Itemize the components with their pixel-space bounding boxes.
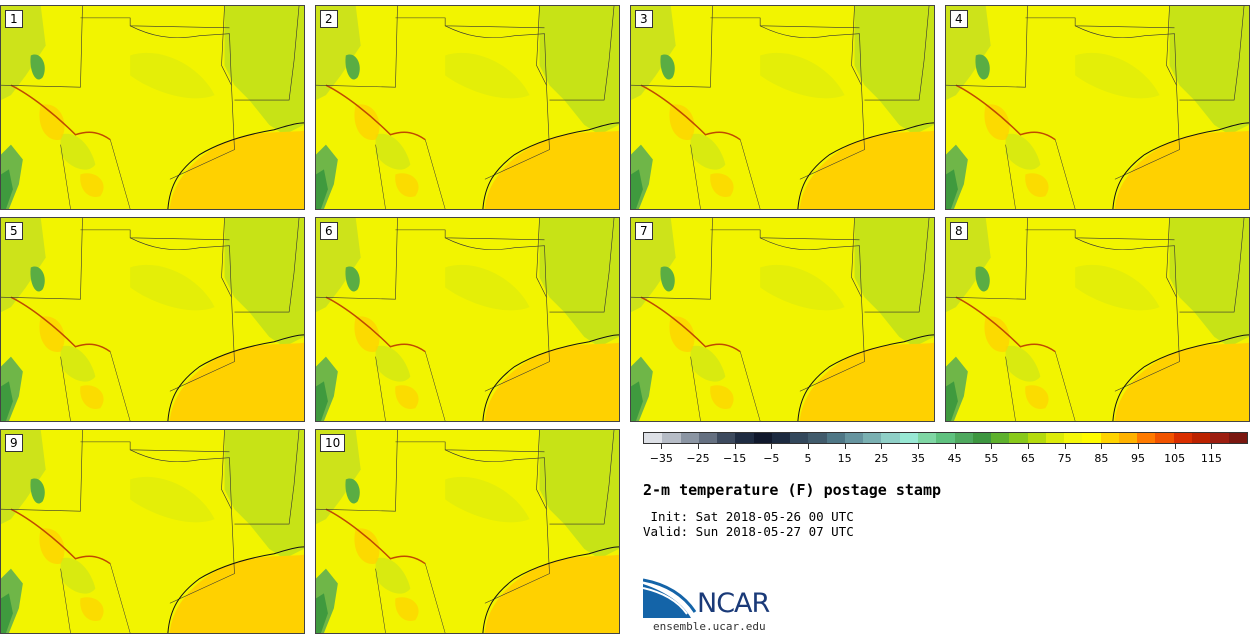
colorbar-tick-label: 5 [804,452,812,465]
member-number-label: 5 [5,222,23,240]
colorbar-tick [1174,444,1176,449]
member-number-label: 6 [320,222,338,240]
colorbar-segment [1045,433,1065,443]
colorbar-segment [753,433,772,443]
colorbar-tick [698,444,699,449]
colorbar-segment [1155,433,1174,443]
ensemble-member-panel: 8 [945,217,1250,422]
ensemble-member-panel: 5 [0,217,305,422]
colorbar-tick [661,444,663,449]
member-number-label: 7 [635,222,653,240]
colorbar-tick [771,444,773,449]
colorbar-tick-label: −35 [649,452,673,465]
colorbar-segment [1082,433,1101,443]
ensemble-member-panel: 4 [945,5,1250,210]
colorbar-tick-label: 85 [1094,452,1109,465]
colorbar-tick [954,444,956,449]
colorbar-segment [662,433,681,443]
colorbar-tick [734,444,736,449]
colorbar-tick-label: 35 [911,452,925,465]
colorbar-segment [1210,433,1229,443]
colorbar-tick [1064,444,1066,449]
colorbar-segment [717,433,736,443]
map-title: 2-m temperature (F) postage stamp [643,481,942,499]
colorbar-segment [790,433,809,443]
colorbar-tick-label: −25 [686,452,710,465]
colorbar-segment [1191,433,1211,443]
colorbar-segment [1027,433,1046,443]
colorbar-tick-label: 65 [1021,452,1035,465]
ensemble-member-panel: 7 [630,217,935,422]
member-number-label: 1 [5,10,23,28]
colorbar-tick [1101,444,1103,449]
colorbar-tick-label: 45 [947,452,962,465]
colorbar-tick-label: −15 [723,452,747,465]
colorbar-segment [844,433,864,443]
colorbar-segment [954,433,973,443]
colorbar-tick [881,444,883,449]
member-number-label: 4 [950,10,968,28]
ensemble-member-panel: 3 [630,5,935,210]
member-number-label: 2 [320,10,338,28]
ensemble-member-panel: 6 [315,217,620,422]
colorbar-segment [1173,433,1192,443]
colorbar-tick [1028,444,1029,449]
colorbar-segment [735,433,754,443]
member-number-label: 10 [320,434,346,452]
colorbar-segment [1064,433,1083,443]
colorbar-tick [918,444,919,449]
colorbar-segment [899,433,918,443]
colorbar-tick-label: 115 [1200,452,1222,465]
colorbar-tick-label: 105 [1164,452,1186,465]
ncar-logo-text: NCAR [697,588,770,619]
member-number-label: 8 [950,222,968,240]
colorbar-tick [808,444,809,449]
member-number-label: 3 [635,10,653,28]
init-time: Init: Sat 2018-05-26 00 UTC [643,509,854,524]
colorbar-segment [1228,433,1247,443]
colorbar-tick-label: −5 [763,452,780,465]
member-number-label: 9 [5,434,23,452]
colorbar-segment [917,433,937,443]
colorbar-segment [826,433,845,443]
colorbar-segment [863,433,882,443]
colorbar-segment [1009,433,1028,443]
colorbar-segment [808,433,827,443]
colorbar-segment [1100,433,1119,443]
ensemble-member-panel: 10 [315,429,620,634]
ensemble-member-panel: 9 [0,429,305,634]
colorbar-tick [844,444,846,449]
colorbar-tick-label: 75 [1057,452,1072,465]
colorbar-segment [1137,433,1156,443]
colorbar-tick [991,444,993,449]
colorbar-segment [1118,433,1138,443]
colorbar-segment [936,433,955,443]
colorbar-segment [644,433,663,443]
colorbar-segment [991,433,1010,443]
colorbar-segment [771,433,791,443]
valid-time: Valid: Sun 2018-05-27 07 UTC [643,524,854,539]
temperature-colorbar [643,432,1248,444]
colorbar-ticks: −35 −25 −15 −5 5 15 25 35 45 55 65 75 85 95 105 115 [643,444,1248,468]
ensemble-member-panel: 2 [315,5,620,210]
colorbar-segment [972,433,992,443]
colorbar-tick-label: 95 [1131,452,1145,465]
colorbar-tick-label: 25 [874,452,889,465]
colorbar-tick-label: 55 [984,452,999,465]
colorbar-tick-label: 15 [837,452,852,465]
colorbar-tick [1211,444,1213,449]
colorbar-segment [881,433,900,443]
ensemble-member-panel: 1 [0,5,305,210]
colorbar-tick [1138,444,1139,449]
ensemble-url[interactable]: ensemble.ucar.edu [653,620,766,633]
colorbar-segment [698,433,718,443]
ncar-logo-icon [643,578,697,618]
colorbar-segment [680,433,699,443]
